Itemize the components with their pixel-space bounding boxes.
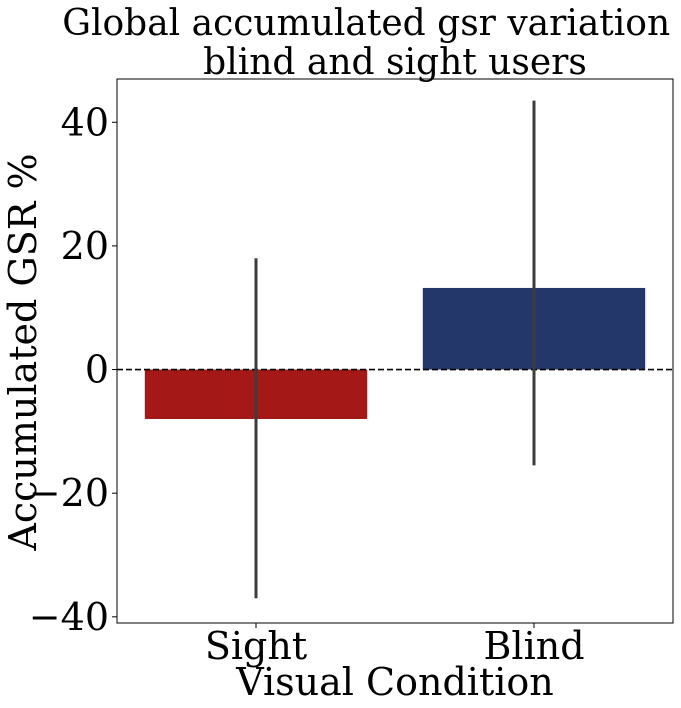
y-axis-ticks: −40 −20 0 20 40 [29,100,117,639]
error-bars-group [254,100,536,599]
y-tick-label: 40 [61,100,109,144]
y-tick-label: 0 [85,348,109,392]
y-tick-label: −40 [29,595,109,639]
x-tick-label-sight: Sight [205,624,307,668]
y-tick-label: 20 [61,224,109,268]
x-tick-label-blind: Blind [483,624,584,668]
y-axis-label: Accumulated GSR % [1,153,45,551]
chart-title-line-1: Global accumulated gsr variation for [62,3,681,44]
x-axis-label: Visual Condition [235,660,553,704]
bars-group [144,287,646,419]
x-axis-ticks: Sight Blind [205,623,585,668]
plot-frame [116,78,674,624]
y-tick-label: −20 [29,471,109,515]
chart-title-line-2: blind and sight users [203,42,587,83]
